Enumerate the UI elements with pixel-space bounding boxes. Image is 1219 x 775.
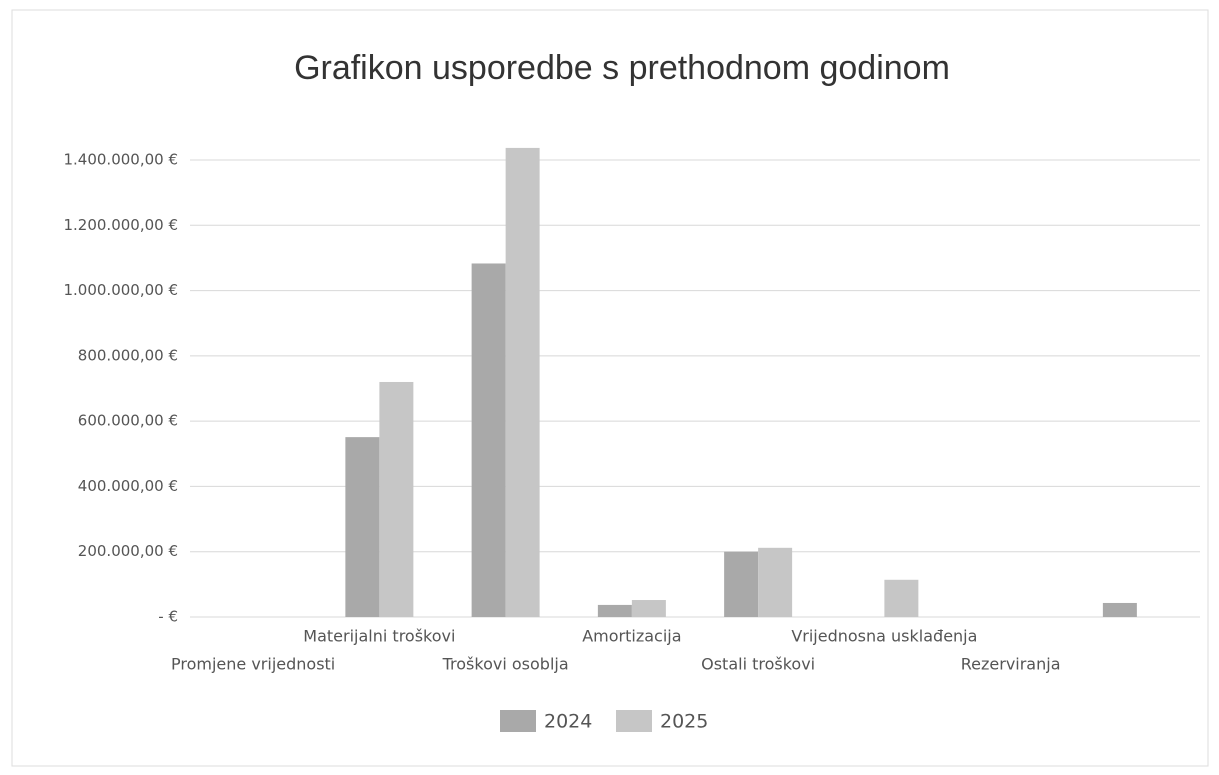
bar: [1102, 602, 1137, 617]
chart-border: [11, 9, 1209, 767]
y-tick-label: - €: [158, 608, 178, 626]
legend-swatch: [500, 710, 536, 732]
legend-label: 2025: [660, 711, 708, 733]
x-tick-label: Rezerviranja: [961, 655, 1061, 674]
y-tick-label: 1.200.000,00 €: [63, 216, 178, 234]
bar: [505, 147, 540, 617]
bar: [758, 547, 793, 617]
y-tick-label: 600.000,00 €: [78, 412, 178, 430]
bar: [631, 600, 666, 617]
bar: [597, 604, 632, 617]
bar: [345, 437, 380, 617]
y-tick-label: 1.400.000,00 €: [63, 151, 178, 169]
bar: [724, 551, 759, 617]
x-tick-label: Amortizacija: [582, 627, 681, 646]
bar: [379, 381, 414, 617]
x-tick-label: Vrijednosna usklađenja: [791, 627, 977, 646]
bar: [884, 579, 919, 617]
y-tick-label: 800.000,00 €: [78, 346, 178, 364]
bar: [471, 263, 506, 617]
x-tick-label: Ostali troškovi: [701, 655, 815, 674]
x-tick-label: Troškovi osoblja: [442, 655, 569, 674]
y-tick-label: 1.000.000,00 €: [63, 281, 178, 299]
legend-swatch: [616, 710, 652, 732]
y-tick-label: 200.000,00 €: [78, 542, 178, 560]
y-tick-label: 400.000,00 €: [78, 477, 178, 495]
x-tick-label: Materijalni troškovi: [303, 627, 455, 646]
legend-label: 2024: [544, 711, 592, 733]
x-tick-label: Promjene vrijednosti: [171, 655, 335, 674]
chart-title: Grafikon usporedbe s prethodnom godinom: [294, 49, 950, 87]
